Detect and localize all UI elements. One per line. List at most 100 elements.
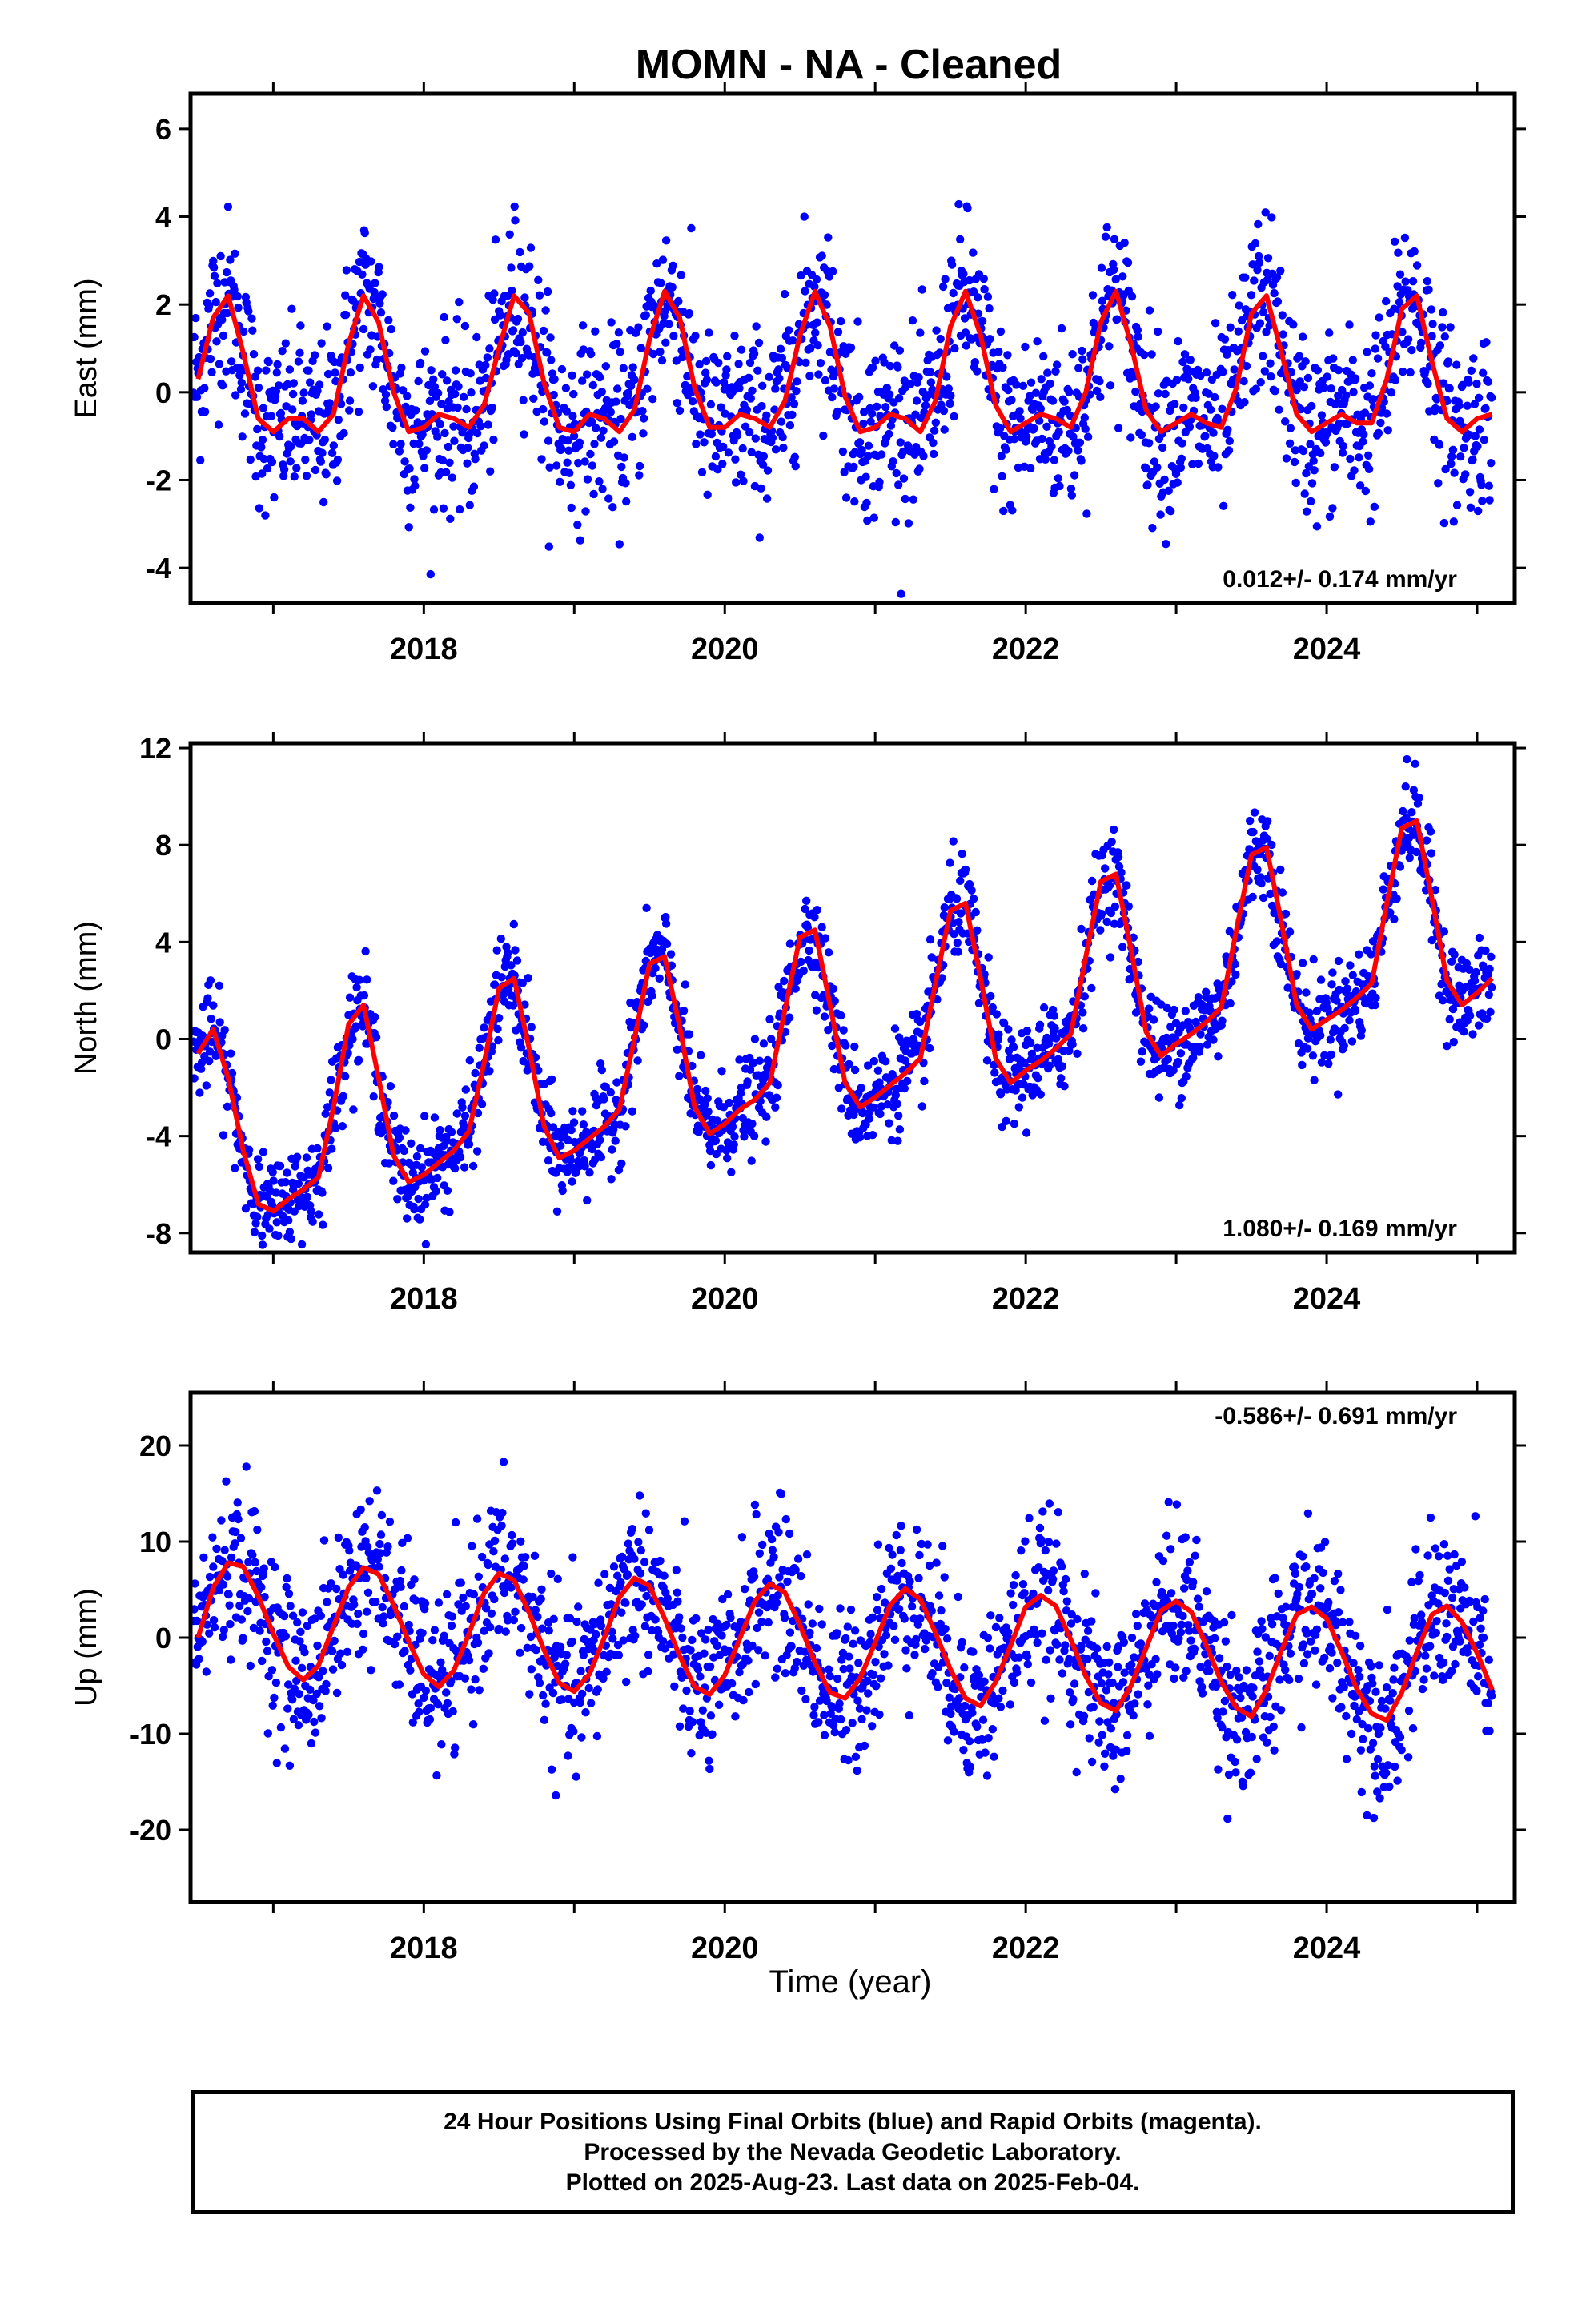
east-point xyxy=(223,267,231,277)
east-point xyxy=(455,297,464,307)
north-point xyxy=(920,1076,929,1086)
north-point xyxy=(302,1153,311,1162)
north-point xyxy=(662,939,672,949)
east-point xyxy=(811,328,820,337)
east-point xyxy=(1240,398,1249,407)
north-point xyxy=(268,1168,277,1177)
north-rate-label: 1.080+/- 0.169 mm/yr xyxy=(1223,1216,1457,1242)
east-point xyxy=(713,465,722,474)
north-point xyxy=(284,1216,293,1225)
east-point xyxy=(1401,277,1410,286)
north-point xyxy=(579,1120,588,1129)
north-point xyxy=(1250,808,1259,817)
east-point xyxy=(828,392,837,402)
north-point xyxy=(642,903,651,913)
east-point xyxy=(569,389,578,399)
east-point xyxy=(877,450,886,459)
east-point xyxy=(829,384,839,393)
east-point xyxy=(564,446,573,455)
east-point xyxy=(758,381,767,390)
east-point xyxy=(405,464,414,473)
east-point xyxy=(1321,438,1331,447)
north-point xyxy=(1445,1015,1454,1024)
up-point xyxy=(783,1577,792,1586)
north-point xyxy=(1058,1062,1067,1071)
north-point xyxy=(1401,782,1410,791)
east-point xyxy=(1054,428,1063,436)
east-point xyxy=(578,376,587,385)
north-point xyxy=(762,1112,771,1121)
north-point xyxy=(1145,1004,1154,1013)
north-point xyxy=(1022,1128,1031,1137)
east-point xyxy=(947,260,957,269)
north-point xyxy=(704,1107,713,1116)
north-point xyxy=(389,1111,399,1120)
up-point xyxy=(830,1727,839,1737)
north-point xyxy=(274,1231,283,1240)
north-point xyxy=(359,991,369,1000)
north-point xyxy=(433,1173,442,1183)
up-point xyxy=(307,1739,316,1748)
up-point xyxy=(323,1598,331,1606)
up-point xyxy=(252,1566,261,1576)
east-point xyxy=(1276,267,1285,275)
east-point xyxy=(247,314,256,323)
up-point xyxy=(843,1622,853,1631)
up-point xyxy=(877,1674,885,1683)
up-point xyxy=(490,1594,499,1604)
up-point xyxy=(905,1577,914,1586)
up-point xyxy=(797,1686,806,1695)
up-point xyxy=(284,1680,293,1689)
east-point xyxy=(850,497,859,506)
up-point xyxy=(480,1626,488,1635)
north-point xyxy=(697,1051,705,1059)
east-point xyxy=(1153,463,1162,472)
east-point xyxy=(543,348,552,357)
east-point xyxy=(452,315,461,324)
x-tick-label: 2018 xyxy=(390,1282,458,1316)
up-point xyxy=(472,1514,482,1523)
up-point xyxy=(833,1629,841,1638)
up-point xyxy=(774,1528,783,1537)
north-point xyxy=(785,1013,794,1022)
up-point xyxy=(596,1622,606,1630)
up-point xyxy=(791,1566,800,1574)
east-point xyxy=(697,468,707,476)
north-point xyxy=(903,1076,912,1086)
up-point xyxy=(260,1593,269,1602)
east-point xyxy=(273,360,282,369)
east-point xyxy=(800,212,809,221)
north-point xyxy=(195,1088,204,1097)
east-point xyxy=(306,378,315,387)
east-point xyxy=(464,444,472,452)
east-point xyxy=(491,235,500,244)
east-point xyxy=(213,279,222,287)
east-point xyxy=(1219,501,1228,510)
north-point xyxy=(325,1088,334,1097)
north-point xyxy=(430,1113,440,1122)
north-point xyxy=(395,1133,404,1142)
north-point xyxy=(839,1026,848,1035)
east-point xyxy=(403,392,412,400)
east-point xyxy=(1047,442,1056,451)
north-point xyxy=(767,1035,776,1043)
east-point xyxy=(233,292,242,301)
north-point xyxy=(1317,1058,1327,1067)
north-point xyxy=(949,837,958,846)
east-point xyxy=(384,316,393,324)
east-point xyxy=(276,408,286,418)
east-point xyxy=(1408,277,1418,286)
east-point xyxy=(1111,275,1120,284)
east-point xyxy=(311,351,319,360)
up-point xyxy=(244,1594,254,1603)
up-point xyxy=(192,1616,202,1626)
up-point xyxy=(291,1656,300,1665)
east-point xyxy=(518,328,527,337)
north-point xyxy=(646,948,655,958)
up-point xyxy=(498,1508,507,1518)
y-tick-label: 0 xyxy=(155,376,171,409)
north-point xyxy=(743,1077,752,1086)
north-point xyxy=(291,1162,299,1171)
east-point xyxy=(433,432,442,441)
east-point xyxy=(415,440,424,448)
